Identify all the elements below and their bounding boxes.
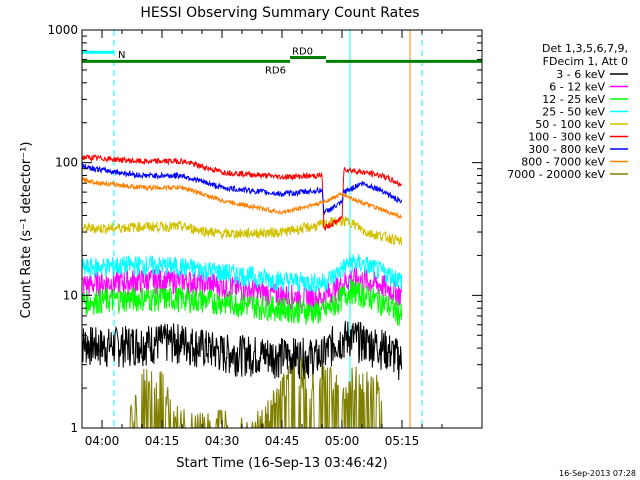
legend-header-line: Det 1,3,5,6,7,9, (542, 42, 628, 55)
legend-entry-label: 12 - 25 keV (542, 93, 605, 106)
x-tick-label: 04:45 (265, 434, 300, 448)
legend-entry-label: 100 - 300 keV (528, 131, 605, 144)
x-tick-label: 04:30 (205, 434, 240, 448)
legend-entry-label: 7000 - 20000 keV (507, 168, 605, 181)
series-line-800-7000-kev (82, 176, 403, 220)
y-tick-label: 1 (70, 421, 78, 435)
series-line-12-25-kev (82, 278, 403, 326)
annotation-label: N (118, 50, 125, 61)
series-line-100-300-kev (82, 154, 402, 231)
x-tick-label: 04:15 (145, 434, 180, 448)
series-line-25-50-kev (82, 252, 403, 293)
y-axis-label: Count Rate (s⁻¹ detector⁻¹) (19, 142, 34, 319)
footer-timestamp: 16-Sep-2013 07:28 (559, 469, 636, 478)
legend-entry-label: 300 - 800 keV (528, 143, 605, 156)
y-tick-label: 100 (55, 156, 78, 170)
series-line-300-800-kev (82, 163, 403, 216)
x-tick-label: 05:00 (325, 434, 360, 448)
annotation-label: S (54, 39, 60, 50)
x-axis-label: Start Time (16-Sep-13 03:46:42) (176, 456, 387, 471)
x-tick-label: 04:00 (85, 434, 120, 448)
legend-entry-label: 6 - 12 keV (549, 81, 605, 94)
series-line-6-12-kev (82, 267, 403, 313)
legend-entry-label: 3 - 6 keV (556, 68, 605, 81)
y-tick-label: 10 (63, 288, 78, 302)
legend-header-line: FDecim 1, Att 0 (543, 55, 628, 68)
annotation-label: RD0 (292, 47, 313, 58)
y-tick-label: 1000 (47, 23, 78, 37)
series-line-3-6-kev (82, 321, 403, 381)
x-tick-label: 05:15 (385, 434, 420, 448)
series-line-50-100-kev (82, 216, 403, 246)
legend-entry-label: 800 - 7000 keV (521, 156, 605, 169)
chart-title: HESSI Observing Summary Count Rates (140, 5, 419, 21)
legend-entry-label: 50 - 100 keV (535, 118, 605, 131)
annotation-label: RD6 (265, 65, 286, 76)
legend-entry-label: 25 - 50 keV (542, 106, 605, 119)
